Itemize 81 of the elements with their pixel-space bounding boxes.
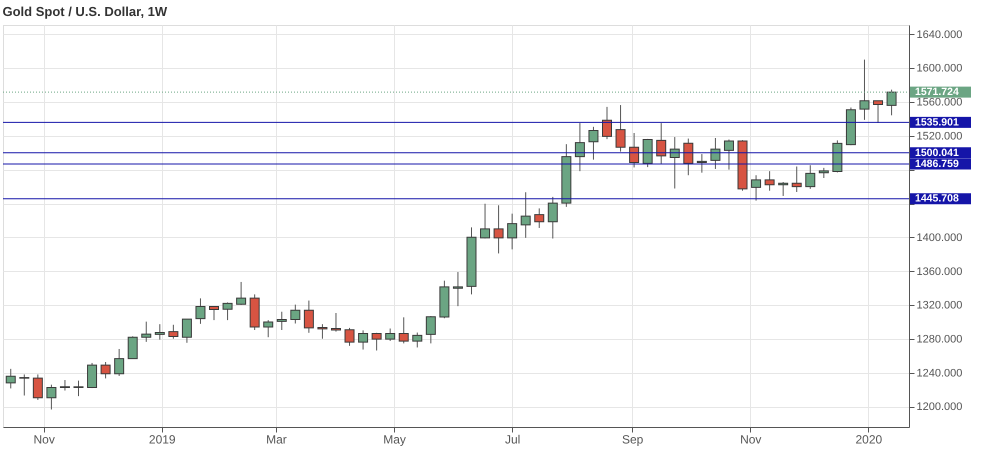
x-tick-label: Nov [740,432,762,446]
candlestick [805,164,816,190]
candlestick [398,316,409,344]
candlestick [574,122,585,172]
x-tick-label: Sep [622,432,644,446]
candlestick [751,174,762,202]
candlestick [195,298,206,324]
candlestick [358,330,368,350]
candlestick [182,318,192,344]
x-tick-label: 2020 [855,432,883,446]
y-tick-label: 1640.000 [916,28,962,41]
candlestick [263,320,274,338]
candlestick [642,138,653,168]
candlestick [168,324,178,340]
candlestick [548,196,558,240]
y-tick-label: 1240.000 [916,367,962,380]
candlestick [520,192,531,238]
x-tick-label: Jul [504,432,520,446]
ref-line-label: 1571.724 [915,86,959,98]
candlestick [19,374,30,396]
candlestick [128,336,138,360]
candlestick [209,306,220,321]
ref-line-label: 1486.759 [915,158,959,170]
candlestick [764,170,775,192]
candlestick [534,208,544,228]
candlestick [344,327,355,346]
candlestick [696,154,707,174]
candlestick [412,332,422,348]
ref-line-label: 1535.901 [915,116,959,128]
y-tick-label: 1320.000 [916,300,962,312]
candlestick [372,332,382,351]
candlestick [154,324,165,340]
candlestick [100,362,111,379]
x-tick-label: 2019 [148,432,176,446]
candlestick [792,166,802,192]
candlestick [74,380,84,397]
x-tick-label: Mar [266,432,287,446]
candlestick [616,104,626,152]
y-tick-label: 1280.000 [916,333,962,346]
candlestick [304,300,314,334]
candlestick [330,312,341,332]
candlestick [778,181,788,196]
chart-title: Gold Spot / U.S. Dollar, 1W [2,4,168,19]
candlestick [317,324,328,340]
candlestick [602,106,612,140]
candlestick [141,321,152,342]
candlestick [290,304,300,324]
x-tick-label: May [383,432,406,446]
candlestick [236,281,246,306]
x-tick-label: Nov [33,432,55,446]
candlestick [683,138,694,176]
candlestick [222,302,233,321]
candlestick [588,126,598,160]
candlestick [426,316,436,344]
candlestick [629,132,640,168]
y-tick-label: 1560.000 [916,96,962,109]
y-tick-label: 1600.000 [916,62,962,75]
candlestick [6,368,16,389]
candlestick [87,362,98,389]
candlestick [724,139,734,170]
candlestick [60,380,70,392]
y-tick-label: 1520.000 [916,130,962,142]
candlestick [480,203,490,240]
y-tick-label: 1400.000 [916,232,962,244]
candlestick [710,137,720,170]
candlestick [873,100,884,124]
candlestick [276,311,287,331]
candlestick [32,374,43,400]
candlestick [670,136,680,190]
y-tick-label: 1200.000 [916,401,962,414]
candlestick [385,328,396,342]
candlestick [656,122,666,165]
candlestick [507,213,518,250]
candlestick [114,348,124,376]
candlestick [818,167,829,179]
ref-line-label: 1500.041 [915,146,959,159]
ref-line-label: 1445.708 [915,192,959,205]
y-tick-label: 1360.000 [916,266,962,278]
candlestick [452,272,463,307]
candlestick [46,384,56,410]
candlestick [494,204,504,254]
